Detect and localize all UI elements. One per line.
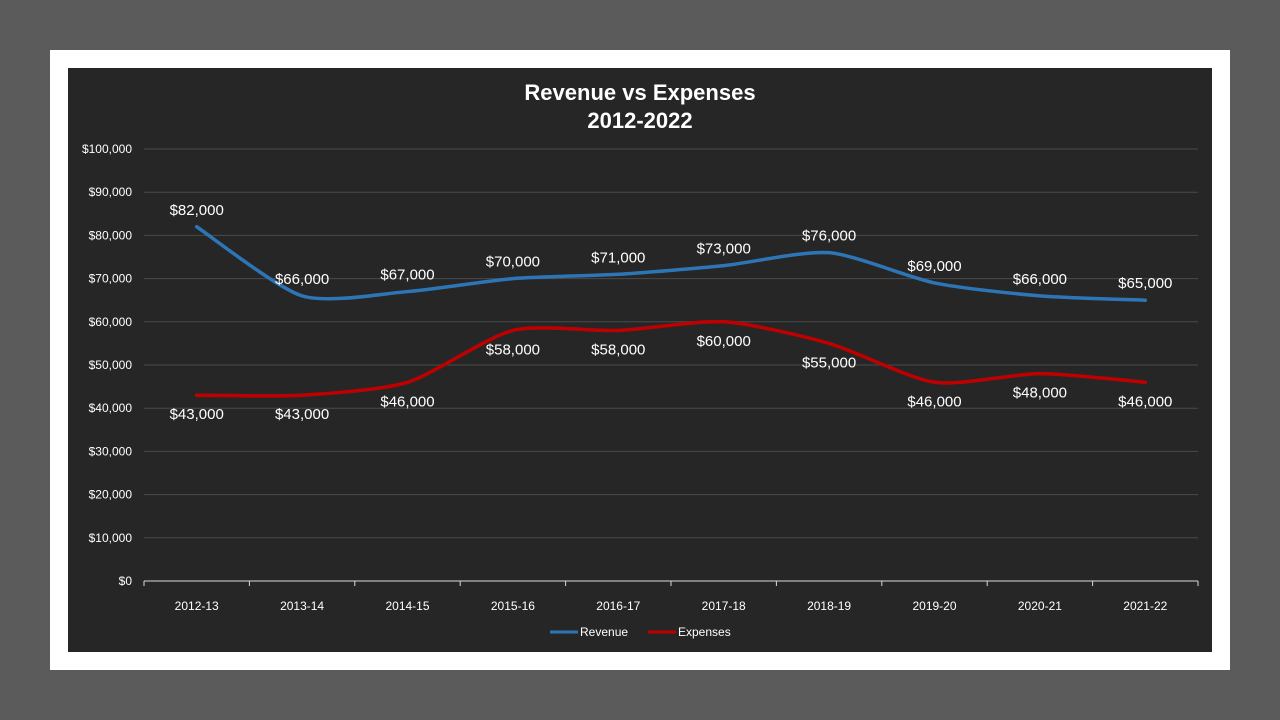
- x-tick-label: 2014-15: [385, 599, 429, 613]
- expenses-data-label: $43,000: [170, 406, 224, 423]
- series: [194, 225, 1148, 398]
- x-tick-label: 2021-22: [1123, 599, 1167, 613]
- expenses-data-label: $58,000: [591, 341, 645, 358]
- chart-frame: Revenue vs Expenses 2012-2022 $0 $10,000 $…: [50, 50, 1230, 670]
- line-chart: Revenue vs Expenses 2012-2022 $0$10,000$…: [82, 80, 1199, 639]
- expenses-data-label: $46,000: [907, 393, 961, 410]
- revenue-data-label: $73,000: [697, 241, 751, 258]
- y-tick-label: $40,000: [89, 401, 133, 415]
- y-tick-label: $10,000: [89, 531, 133, 545]
- chart-area: Revenue vs Expenses 2012-2022 $0 $10,000 $…: [68, 68, 1212, 652]
- chart-title-line-2: 2012-2022: [587, 108, 692, 133]
- legend-label-revenue: Revenue: [580, 625, 628, 639]
- y-tick-label: $0: [119, 574, 133, 588]
- expenses-data-label: $60,000: [697, 333, 751, 350]
- legend: Revenue Expenses: [550, 625, 731, 639]
- expenses-data-label: $58,000: [486, 341, 540, 358]
- x-tick-label: 2013-14: [280, 599, 324, 613]
- x-tick-label: 2012-13: [175, 599, 219, 613]
- x-tick-label: 2015-16: [491, 599, 535, 613]
- revenue-data-label: $71,000: [591, 249, 645, 266]
- revenue-data-label: $67,000: [380, 267, 434, 284]
- y-tick-label: $80,000: [89, 228, 133, 242]
- x-tick-label: 2016-17: [596, 599, 640, 613]
- data-labels: $82,000 $66,000 $67,000 $70,000 $71,000 $73,0…: [170, 202, 1173, 423]
- chart-title-line-1: Revenue vs Expenses: [524, 80, 755, 105]
- y-tick-label: $90,000: [89, 185, 133, 199]
- revenue-data-label: $76,000: [802, 228, 856, 245]
- expenses-data-label: $46,000: [380, 393, 434, 410]
- revenue-data-label: $82,000: [170, 202, 224, 219]
- x-tick-label: 2017-18: [702, 599, 746, 613]
- revenue-data-label: $66,000: [275, 271, 329, 288]
- y-tick-label: $70,000: [89, 272, 133, 286]
- y-tick-label: $20,000: [89, 488, 133, 502]
- revenue-data-label: $66,000: [1013, 271, 1067, 288]
- axes: $0 $10,000 $20,000 $30,000 $40,000 $50,000 $60…: [82, 142, 1199, 613]
- legend-label-expenses: Expenses: [678, 625, 731, 639]
- series-line-expenses: [194, 319, 1148, 398]
- y-tick-label: $100,000: [82, 142, 132, 156]
- y-tick-label: $50,000: [89, 358, 133, 372]
- gridlines: [144, 148, 1198, 539]
- y-tick-label: $30,000: [89, 444, 133, 458]
- expenses-data-label: $43,000: [275, 406, 329, 423]
- revenue-data-label: $70,000: [486, 254, 540, 271]
- x-tick-label: 2020-21: [1018, 599, 1062, 613]
- x-tick-label: 2019-20: [912, 599, 956, 613]
- series-line-revenue: [194, 225, 1148, 302]
- x-tick-label: 2018-19: [807, 599, 851, 613]
- y-tick-label: $60,000: [89, 315, 133, 329]
- expenses-data-label: $46,000: [1118, 393, 1172, 410]
- expenses-data-label: $55,000: [802, 354, 856, 371]
- revenue-data-label: $69,000: [907, 258, 961, 275]
- revenue-data-label: $65,000: [1118, 275, 1172, 292]
- expenses-data-label: $48,000: [1013, 385, 1067, 402]
